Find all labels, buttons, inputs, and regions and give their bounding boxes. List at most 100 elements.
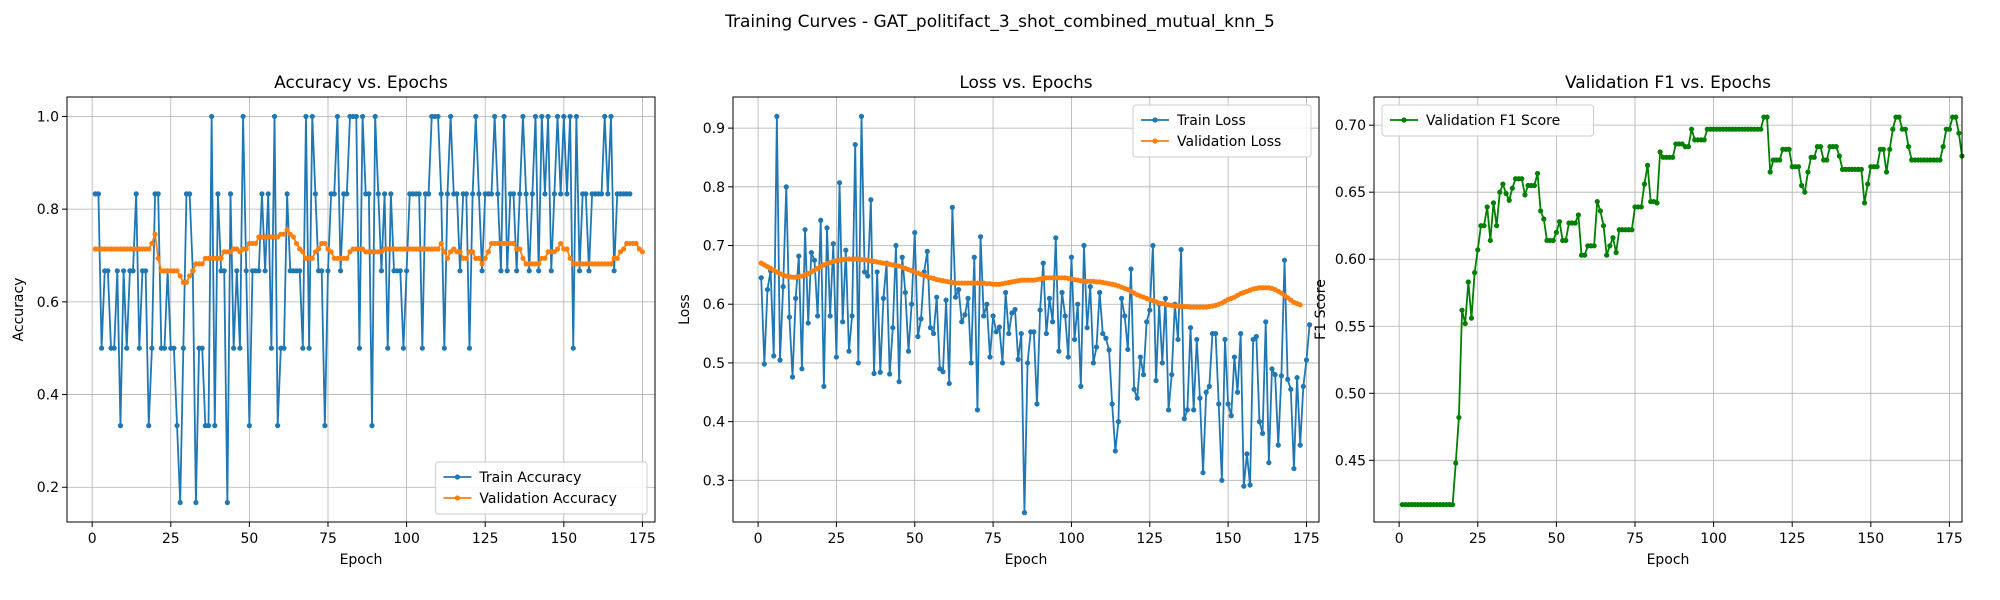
data-point bbox=[224, 499, 230, 506]
data-point bbox=[174, 423, 180, 429]
data-point bbox=[1896, 114, 1902, 120]
data-point bbox=[639, 249, 646, 255]
data-point bbox=[215, 191, 221, 197]
data-point bbox=[372, 113, 378, 120]
data-point bbox=[498, 268, 504, 274]
data-point bbox=[1303, 357, 1310, 363]
data-point bbox=[968, 360, 974, 366]
data-point bbox=[209, 113, 215, 120]
data-point bbox=[523, 191, 529, 197]
legend-box bbox=[434, 461, 648, 515]
data-point bbox=[943, 297, 949, 303]
x-tick-label: 0 bbox=[1395, 531, 1404, 547]
data-point bbox=[1231, 354, 1237, 360]
data-point bbox=[1465, 279, 1471, 285]
data-point bbox=[322, 240, 328, 247]
data-point bbox=[1212, 330, 1219, 337]
data-point bbox=[564, 246, 570, 252]
data-point bbox=[930, 330, 937, 337]
chart-title: Loss vs. Epochs bbox=[959, 73, 1092, 93]
data-point bbox=[1012, 306, 1018, 313]
data-point bbox=[297, 268, 303, 274]
data-point bbox=[187, 273, 193, 279]
y-tick-label: 0.50 bbox=[1335, 386, 1366, 402]
data-point bbox=[846, 348, 852, 354]
data-point bbox=[542, 191, 548, 197]
data-point bbox=[1905, 144, 1912, 150]
data-point bbox=[479, 268, 485, 274]
data-point bbox=[1003, 289, 1009, 296]
data-point bbox=[583, 191, 589, 197]
data-point bbox=[840, 319, 846, 325]
data-point bbox=[1100, 330, 1106, 337]
legend: Train Accuracy Validation Accuracy bbox=[434, 461, 648, 515]
y-tick-label: 0.2 bbox=[37, 480, 59, 496]
x-tick-label: 25 bbox=[1469, 531, 1487, 547]
data-point bbox=[1084, 325, 1090, 331]
data-point bbox=[1228, 413, 1234, 419]
data-point bbox=[1272, 372, 1278, 378]
x-tick-label: 150 bbox=[550, 531, 577, 547]
data-point bbox=[1206, 383, 1212, 389]
data-point bbox=[1238, 330, 1244, 337]
data-point bbox=[1487, 237, 1493, 244]
data-point bbox=[984, 301, 990, 307]
data-point bbox=[805, 320, 811, 326]
data-point bbox=[463, 255, 469, 261]
y-tick-label: 0.6 bbox=[703, 297, 725, 313]
data-point bbox=[1519, 176, 1525, 182]
data-point bbox=[1644, 162, 1651, 168]
x-tick-label: 50 bbox=[240, 531, 258, 547]
data-point bbox=[1253, 333, 1259, 340]
data-point bbox=[199, 345, 205, 351]
data-point bbox=[1062, 313, 1068, 319]
data-point bbox=[1118, 295, 1125, 301]
data-point bbox=[488, 191, 495, 197]
data-point bbox=[1509, 185, 1515, 191]
legend-box bbox=[1132, 104, 1312, 158]
data-point bbox=[996, 324, 1002, 330]
data-point bbox=[1490, 200, 1497, 206]
data-point bbox=[1269, 366, 1275, 372]
data-point bbox=[899, 254, 905, 260]
data-point bbox=[561, 113, 567, 120]
data-point bbox=[758, 275, 764, 281]
data-point bbox=[315, 246, 322, 252]
data-point bbox=[1613, 249, 1619, 256]
data-point bbox=[1197, 395, 1203, 401]
data-point bbox=[133, 191, 139, 197]
data-point bbox=[438, 191, 444, 197]
data-point bbox=[105, 268, 111, 274]
data-point bbox=[510, 240, 517, 247]
data-point bbox=[1043, 330, 1049, 337]
y-tick-label: 0.65 bbox=[1335, 185, 1366, 201]
data-point bbox=[171, 345, 177, 351]
data-point bbox=[536, 268, 542, 274]
data-point bbox=[532, 113, 539, 120]
data-point bbox=[356, 345, 363, 351]
axes-frame bbox=[1373, 96, 1963, 523]
data-point bbox=[1956, 130, 1962, 136]
data-point bbox=[309, 255, 315, 261]
data-point bbox=[1068, 254, 1075, 260]
series-markers-2 bbox=[758, 256, 1303, 310]
data-point bbox=[1300, 383, 1306, 389]
legend: Validation F1 Score bbox=[1381, 104, 1595, 137]
data-point bbox=[174, 268, 180, 274]
data-point bbox=[470, 191, 476, 197]
data-point bbox=[1534, 170, 1541, 177]
data-point bbox=[1817, 144, 1824, 150]
data-point bbox=[438, 240, 444, 247]
data-point bbox=[1670, 154, 1676, 160]
data-point bbox=[227, 191, 234, 197]
data-point bbox=[1553, 229, 1559, 236]
data-point bbox=[275, 423, 281, 429]
legend-entry: Validation Accuracy bbox=[479, 491, 617, 507]
data-point bbox=[1582, 252, 1588, 258]
data-point bbox=[946, 380, 952, 387]
data-point bbox=[1219, 477, 1225, 483]
data-point bbox=[253, 240, 259, 247]
data-point bbox=[400, 345, 407, 351]
data-point bbox=[605, 191, 611, 197]
